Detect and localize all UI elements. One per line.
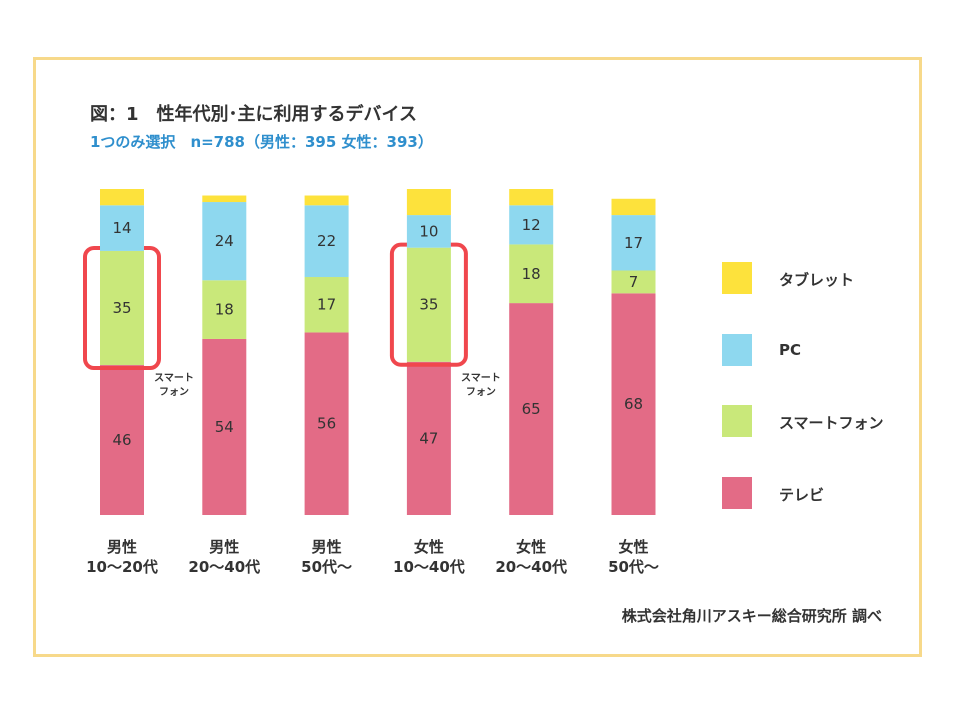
category-label-1: 男性 20～40代	[169, 537, 279, 577]
bar-segment-タブレット-1	[202, 195, 247, 203]
category-label-4: 女性 20～40代	[476, 537, 586, 577]
annotation-line: フォン	[465, 387, 496, 398]
category-label-5: 女性 50代～	[579, 537, 689, 577]
bar-segment-スマートフォン-5	[611, 270, 656, 294]
category-label-line: 10～40代	[393, 558, 465, 576]
data-label-テレビ-5: 68	[624, 395, 643, 413]
bar-segment-テレビ-3	[406, 361, 451, 515]
category-label-line: 女性	[618, 538, 649, 556]
bar-segment-タブレット-4	[509, 189, 554, 206]
annotation-smartphone-0: スマート フォン	[139, 372, 209, 400]
category-label-line: 男性	[311, 538, 342, 556]
bar-segment-スマートフォン-0	[100, 250, 144, 366]
annotation-smartphone-3: スマート フォン	[446, 372, 516, 400]
bar-segment-PC-2	[304, 205, 349, 278]
bar-segment-テレビ-4	[509, 303, 554, 515]
bar-segment-PC-1	[202, 202, 247, 281]
legend-swatch	[722, 262, 752, 294]
data-label-テレビ-4: 65	[522, 400, 541, 418]
data-label-スマートフォン-3: 35	[419, 296, 438, 314]
data-label-テレビ-3: 47	[419, 429, 438, 447]
legend-swatch	[722, 405, 752, 437]
category-label-3: 女性 10～40代	[374, 537, 484, 577]
annotation-line: フォン	[159, 387, 189, 398]
bar-segment-スマートフォン-2	[304, 277, 349, 333]
bar-segment-PC-5	[611, 215, 656, 271]
data-label-スマートフォン-4: 18	[522, 265, 541, 283]
legend-swatch	[722, 334, 752, 366]
data-label-PC-5: 17	[624, 234, 643, 252]
legend-label: タブレット	[779, 271, 855, 289]
bar-segment-テレビ-5	[611, 293, 656, 515]
data-label-PC-2: 22	[317, 232, 336, 250]
category-label-2: 男性 50代～	[272, 537, 382, 577]
bar-segment-タブレット-2	[304, 195, 349, 206]
category-label-0: 男性 10～20代	[67, 537, 177, 577]
bar-segment-PC-4	[509, 205, 554, 245]
legend-swatch	[722, 477, 752, 509]
data-label-PC-1: 24	[215, 232, 234, 250]
bar-segment-タブレット-5	[611, 198, 656, 216]
category-label-line: 女性	[516, 538, 547, 556]
category-label-line: 男性	[106, 538, 137, 556]
data-label-PC-4: 12	[522, 216, 541, 234]
data-label-スマートフォン-2: 17	[317, 296, 336, 314]
legend-label: スマートフォン	[779, 414, 884, 432]
data-label-テレビ-2: 56	[317, 415, 336, 433]
category-label-line: 20～40代	[495, 558, 568, 576]
bar-segment-タブレット-3	[406, 189, 451, 216]
bar-segment-タブレット-0	[100, 189, 144, 206]
category-label-line: 50代～	[608, 558, 659, 576]
data-label-スマートフォン-1: 18	[215, 301, 234, 319]
bar-segment-テレビ-2	[304, 332, 349, 515]
bar-segment-テレビ-0	[100, 365, 144, 515]
chart-subtitle: 1つのみ選択 n=788（男性：395 女性：393）	[90, 133, 433, 151]
category-label-line: 10～20代	[86, 558, 158, 576]
legend-label: テレビ	[779, 486, 825, 504]
bar-segment-PC-0	[100, 205, 144, 251]
bar-segment-PC-3	[406, 215, 451, 248]
data-label-スマートフォン-5: 7	[629, 273, 639, 291]
category-label-line: 女性	[413, 538, 444, 556]
bar-segment-スマートフォン-3	[406, 247, 451, 362]
chart-title: 図：1 性年代別･主に利用するデバイス	[90, 104, 417, 125]
bar-segment-スマートフォン-1	[202, 280, 247, 339]
annotation-line: スマート	[154, 373, 194, 384]
bar-segment-テレビ-1	[202, 338, 247, 515]
data-label-テレビ-0: 46	[112, 431, 131, 449]
data-label-テレビ-1: 54	[215, 418, 234, 436]
annotation-line: スマート	[461, 373, 501, 384]
data-label-PC-3: 10	[419, 222, 438, 240]
chart-frame	[33, 57, 922, 657]
data-label-PC-0: 14	[112, 219, 131, 237]
category-label-line: 20～40代	[188, 558, 261, 576]
bar-segment-スマートフォン-4	[509, 244, 554, 304]
category-label-line: 50代～	[301, 558, 353, 576]
data-label-スマートフォン-0: 35	[112, 299, 131, 317]
legend-label: PC	[779, 341, 802, 359]
category-label-line: 男性	[209, 538, 240, 556]
source-credit: 株式会社角川アスキー総合研究所 調べ	[621, 607, 882, 625]
